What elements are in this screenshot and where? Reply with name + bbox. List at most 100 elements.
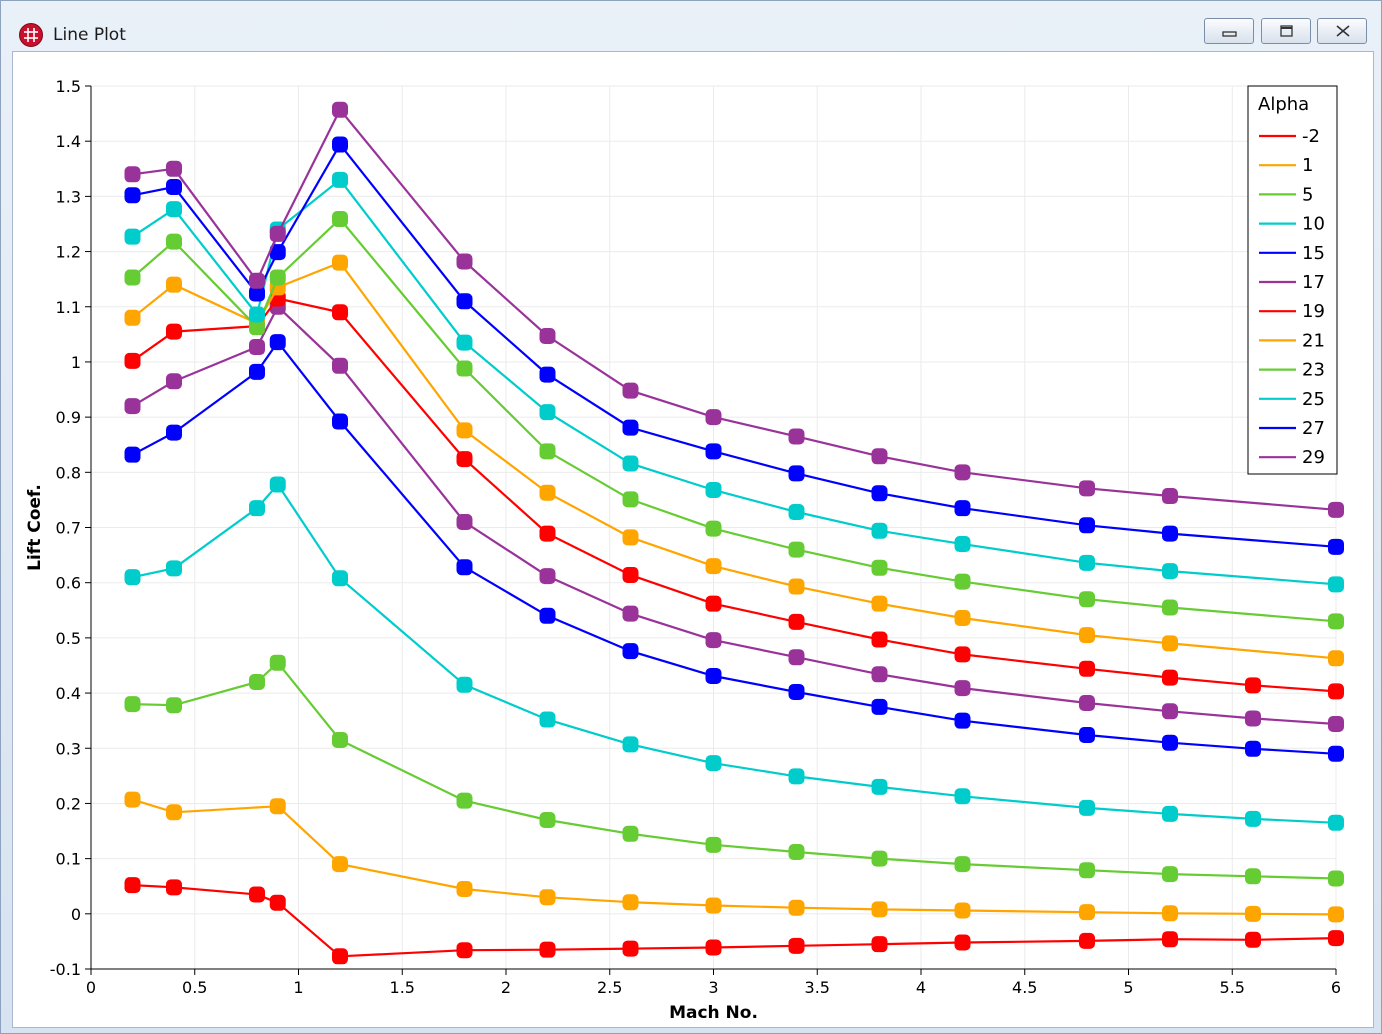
series-line-15 bbox=[131, 340, 1337, 755]
data-point-27 bbox=[622, 419, 639, 436]
data-point-19 bbox=[788, 613, 805, 630]
data-point-15 bbox=[1245, 740, 1261, 757]
data-point--2 bbox=[705, 939, 722, 956]
restore-button[interactable] bbox=[1261, 18, 1311, 44]
y-tick-label: 1.3 bbox=[56, 187, 81, 206]
data-point-23 bbox=[622, 491, 639, 508]
data-point-19 bbox=[1162, 669, 1178, 686]
data-point-5 bbox=[622, 825, 639, 842]
data-point-25 bbox=[871, 522, 888, 539]
legend-label-25: 25 bbox=[1302, 389, 1325, 410]
data-point-1 bbox=[332, 856, 348, 873]
data-point-27 bbox=[249, 285, 265, 302]
data-point-17 bbox=[124, 398, 141, 415]
data-point-19 bbox=[705, 595, 722, 612]
data-point-25 bbox=[332, 171, 348, 188]
data-point-29 bbox=[1079, 480, 1095, 497]
line-chart[interactable]: 0 0.5 1 1.5 2 2.5 3 3.5 4 4.5 5 5.5 6 -0.1 0 0.1 0.2 0.3 0… bbox=[13, 52, 1373, 1027]
data-point-27 bbox=[788, 465, 805, 482]
y-tick-label: 1.4 bbox=[56, 132, 81, 151]
data-point-10 bbox=[954, 788, 971, 805]
data-point-1 bbox=[788, 899, 805, 916]
data-point-21 bbox=[954, 610, 971, 627]
grid-app-icon bbox=[19, 23, 43, 47]
data-point-10 bbox=[1079, 799, 1095, 816]
data-point-10 bbox=[269, 476, 286, 493]
series-line--2 bbox=[132, 884, 1337, 958]
data-point-15 bbox=[1079, 727, 1095, 744]
data-point-1 bbox=[1079, 904, 1095, 921]
data-point-19 bbox=[954, 646, 971, 663]
x-tick-label: 3 bbox=[708, 978, 718, 997]
data-point-15 bbox=[269, 334, 286, 351]
data-point-10 bbox=[456, 676, 473, 693]
data-point-25 bbox=[1079, 554, 1095, 571]
data-point--2 bbox=[539, 941, 556, 958]
legend-label-29: 29 bbox=[1302, 447, 1325, 468]
data-point--2 bbox=[1328, 930, 1344, 947]
data-point-23 bbox=[456, 360, 473, 377]
y-tick-label: 0.6 bbox=[56, 574, 81, 593]
data-point-27 bbox=[456, 293, 473, 310]
data-point-27 bbox=[1328, 538, 1344, 555]
legend-label-21: 21 bbox=[1302, 330, 1325, 351]
data-point-23 bbox=[332, 211, 348, 228]
data-point-15 bbox=[622, 643, 639, 660]
data-point-10 bbox=[705, 755, 722, 772]
data-point-1 bbox=[1162, 905, 1178, 922]
legend-label-27: 27 bbox=[1302, 418, 1325, 439]
series-line-25 bbox=[131, 178, 1337, 586]
series-line-1 bbox=[132, 798, 1337, 916]
data-point-23 bbox=[954, 573, 971, 590]
data-point-29 bbox=[705, 409, 722, 426]
data-point--2 bbox=[249, 886, 265, 903]
minimize-button[interactable] bbox=[1204, 18, 1254, 44]
data-point-23 bbox=[871, 559, 888, 576]
data-point--2 bbox=[788, 937, 805, 954]
data-point-5 bbox=[332, 731, 348, 748]
data-point-25 bbox=[539, 404, 556, 421]
data-point-19 bbox=[871, 631, 888, 648]
data-point-10 bbox=[1162, 805, 1178, 822]
data-point-15 bbox=[1328, 745, 1344, 762]
data-point-29 bbox=[622, 382, 639, 399]
data-point-21 bbox=[539, 484, 556, 501]
data-point-1 bbox=[954, 902, 971, 919]
data-point-29 bbox=[539, 327, 556, 344]
y-tick-label: 0.8 bbox=[56, 463, 81, 482]
window-title: Line Plot bbox=[53, 25, 126, 45]
data-point--2 bbox=[269, 894, 286, 911]
data-point-23 bbox=[269, 269, 286, 286]
data-point-27 bbox=[871, 485, 888, 502]
data-point-15 bbox=[871, 698, 888, 715]
data-point-17 bbox=[166, 373, 182, 390]
data-point-1 bbox=[539, 889, 556, 906]
data-point-29 bbox=[124, 166, 141, 183]
data-point-1 bbox=[269, 798, 286, 815]
y-tick-label: 1.1 bbox=[56, 298, 81, 317]
series-line-21 bbox=[131, 261, 1337, 660]
plot-area: 0 0.5 1 1.5 2 2.5 3 3.5 4 4.5 5 5.5 6 -0.1 0 0.1 0.2 0.3 0… bbox=[12, 51, 1374, 1028]
y-tick-label: 0.9 bbox=[56, 408, 81, 427]
data-point-25 bbox=[788, 504, 805, 521]
data-point-5 bbox=[1245, 868, 1261, 885]
data-point-23 bbox=[1162, 599, 1178, 616]
data-point-19 bbox=[1328, 683, 1344, 700]
data-point-21 bbox=[705, 558, 722, 575]
data-point-15 bbox=[249, 363, 265, 380]
data-point-25 bbox=[1162, 563, 1178, 580]
data-point-1 bbox=[166, 804, 182, 821]
series-line-17 bbox=[131, 304, 1337, 726]
data-point-5 bbox=[1328, 870, 1344, 887]
data-point-23 bbox=[788, 541, 805, 558]
data-point-27 bbox=[539, 366, 556, 383]
data-point-25 bbox=[705, 481, 722, 498]
data-point-5 bbox=[269, 654, 286, 671]
title-bar[interactable]: Line Plot bbox=[1, 1, 1381, 49]
data-point-23 bbox=[1328, 613, 1344, 630]
data-point-15 bbox=[124, 446, 141, 463]
close-button[interactable] bbox=[1317, 18, 1367, 44]
data-point-27 bbox=[1162, 525, 1178, 542]
x-tick-label: 1 bbox=[293, 978, 303, 997]
data-point-21 bbox=[332, 254, 348, 271]
